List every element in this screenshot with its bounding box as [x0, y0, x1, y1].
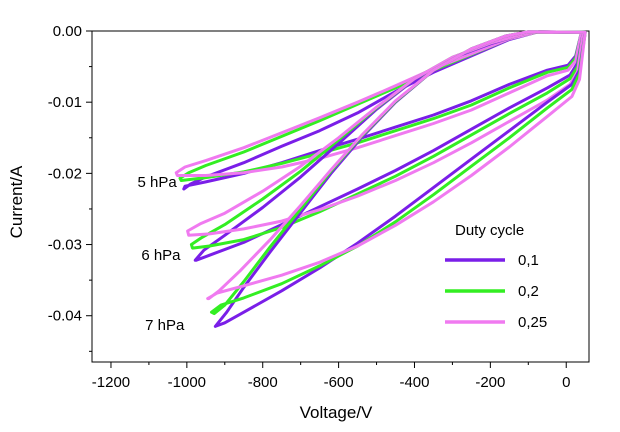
legend: Duty cycle 0,1 0,2 0,25	[445, 222, 547, 331]
axis-ticks	[86, 30, 567, 368]
x-tick-label: -1000	[168, 374, 206, 391]
y-axis-title: Current/A	[7, 165, 26, 238]
x-tick-label: -200	[475, 374, 505, 391]
legend-label: 0,1	[518, 252, 539, 269]
x-tick-label: -1200	[92, 374, 130, 391]
plot-border	[91, 30, 590, 363]
series-group	[174, 30, 587, 328]
x-tick-label: 0	[562, 374, 570, 391]
pressure-annotation: 7 hPa	[145, 317, 185, 334]
x-axis-title: Voltage/V	[300, 403, 373, 422]
x-tick-label: -400	[399, 374, 429, 391]
series-line	[206, 30, 587, 301]
pressure-annotation: 5 hPa	[138, 174, 178, 191]
y-tick-label: -0.04	[48, 308, 82, 325]
annotations: 5 hPa 6 hPa 7 hPa	[138, 174, 185, 334]
y-tick-label: -0.02	[48, 165, 82, 182]
legend-label: 0,25	[518, 314, 547, 331]
series-line	[186, 30, 585, 237]
x-tick-label: -600	[324, 374, 354, 391]
legend-label: 0,2	[518, 283, 539, 300]
legend-title: Duty cycle	[455, 222, 524, 239]
y-tick-label: -0.01	[48, 94, 82, 111]
plot-frame	[91, 30, 590, 363]
x-tick-label: -800	[248, 374, 278, 391]
y-tick-label: 0.00	[53, 23, 82, 40]
pressure-annotation: 6 hPa	[141, 247, 181, 264]
axis-tick-labels: -1200 -1000 -800 -600 -400 -200 0 0.00 -0.01 -0.0…	[48, 23, 571, 391]
y-tick-label: -0.03	[48, 237, 82, 254]
